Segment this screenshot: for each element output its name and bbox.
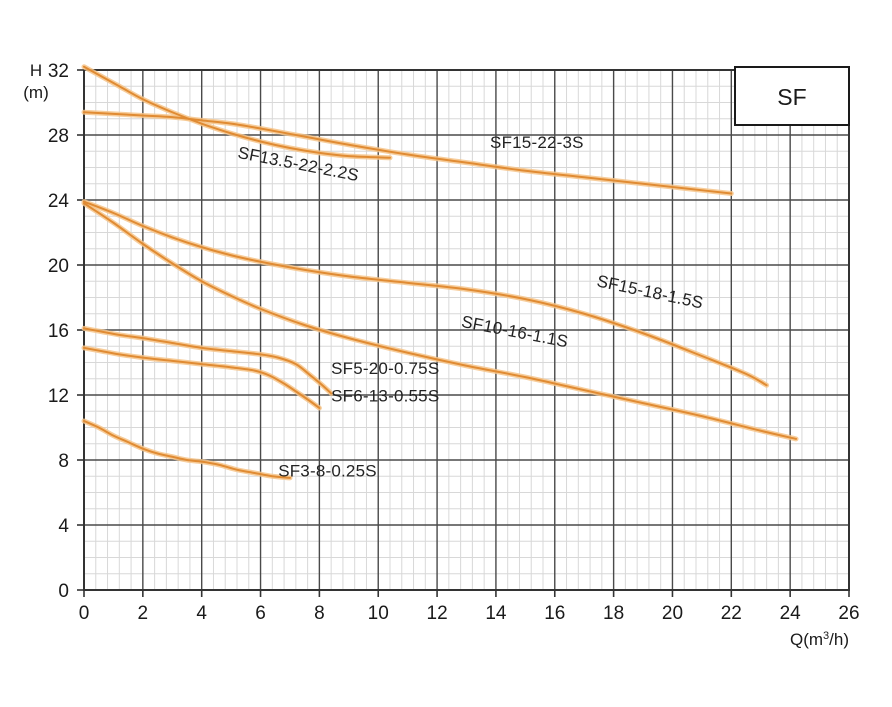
pump-curves (83, 65, 798, 479)
pump-curve-label: SF6-13-0.55S (331, 387, 439, 406)
x-axis-tick-labels: 0 2 4 6 8 10 12 14 16 18 20 22 24 26 (79, 603, 860, 624)
y-tick-label: 12 (48, 386, 69, 407)
x-tick-label: 20 (662, 603, 683, 624)
x-tick-label: 8 (314, 603, 325, 624)
x-tick-label: 10 (368, 603, 389, 624)
y-tick-label: 0 (58, 581, 69, 602)
y-tick-label: 28 (48, 126, 69, 147)
pump-curve-halo (81, 109, 734, 196)
pump-curve-line (83, 200, 768, 387)
x-tick-label: 16 (544, 603, 565, 624)
pump-curve-halo (81, 418, 293, 481)
pump-curve-line (83, 65, 391, 159)
pump-curve-halo (81, 200, 799, 442)
x-tick-label: 2 (138, 603, 149, 624)
x-axis-title: Q(m3/h) (790, 630, 849, 649)
x-tick-label: 14 (485, 603, 507, 624)
y-tick-label: 32 (48, 61, 69, 82)
pump-curve-label: SF3-8-0.25S (278, 461, 377, 480)
pump-curve-line (83, 111, 733, 195)
y-axis-title-line2: (m) (23, 83, 48, 102)
pump-curve-line (83, 202, 798, 440)
legend-box-rect (734, 66, 850, 126)
x-tick-label: 26 (838, 603, 859, 624)
major-gridlines (83, 69, 850, 591)
pump-curve-halo (81, 325, 334, 396)
tick-marks (77, 69, 850, 597)
y-tick-label: 20 (48, 256, 69, 277)
x-tick-label: 24 (780, 603, 802, 624)
legend-box: SF (734, 66, 850, 126)
curve-halos (81, 64, 799, 481)
y-tick-label: 8 (58, 451, 69, 472)
pump-curve-line (83, 346, 321, 409)
legend-label: SF (777, 84, 806, 110)
x-tick-label: 18 (603, 603, 624, 624)
y-tick-label: 16 (48, 321, 69, 342)
pump-curve-label: SF10-16-1.1S (460, 312, 570, 351)
y-tick-label: 4 (58, 516, 69, 537)
pump-curve-line (83, 420, 291, 479)
x-tick-label: 6 (255, 603, 266, 624)
pump-curve-label: SF15-22-3S (490, 133, 584, 152)
x-tick-label: 22 (721, 603, 742, 624)
y-tick-label: 24 (48, 191, 70, 212)
x-tick-label: 0 (79, 603, 90, 624)
pump-curve-label: SF15-18-1.5S (595, 271, 705, 312)
y-axis-tick-labels: 0 4 8 12 16 20 24 28 32 (48, 61, 70, 602)
x-tick-label: 12 (427, 603, 448, 624)
pump-curve-line (83, 327, 333, 395)
x-tick-label: 4 (196, 603, 207, 624)
y-axis-title-line1: H (30, 61, 42, 80)
pump-curve-label: SF5-20-0.75S (331, 359, 439, 378)
